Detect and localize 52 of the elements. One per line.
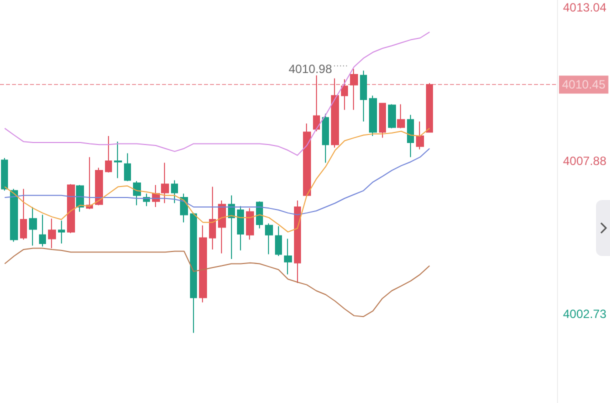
line-series [4,128,430,232]
candlestick [228,194,235,260]
candlestick [124,152,131,182]
candlestick [256,200,263,229]
candlestick [95,167,103,206]
line-series [4,148,430,216]
candlestick [161,162,169,204]
candlestick [369,95,377,137]
candlestick [133,180,141,206]
candlestick [190,213,197,334]
candlestick [58,220,65,244]
candlestick [39,214,46,247]
candlestick [209,186,216,250]
candlestick [265,222,273,255]
candlestick [20,188,27,240]
line-series [4,32,430,156]
candlestick [322,113,329,164]
annotation: 4010.98 [288,62,332,76]
candlestick [237,206,244,251]
candlestick [416,120,424,150]
ref-line-label: 4010.45 [562,78,606,92]
candlestick [341,78,348,110]
candlestick [397,104,405,129]
candlestick [1,157,8,192]
candlestick [331,78,339,148]
candlestick [10,188,18,242]
candlestick [379,102,386,138]
candlestick [29,206,37,246]
candlestick [313,74,320,132]
line-series [4,248,430,318]
y-tick-label: 4013.04 [563,0,607,15]
candlestick [360,70,367,122]
candlestick [407,114,414,158]
candlestick [105,136,112,174]
candlestick [67,184,75,234]
candlestick [303,123,311,198]
candlestick [114,141,122,179]
candlestick [199,224,207,303]
y-tick-label: 4002.73 [563,306,607,321]
candlestick [426,82,433,133]
candlestick [284,238,292,275]
candlestick [294,200,301,284]
candlestick [275,226,282,256]
candlestick [218,200,226,254]
candlestick [86,156,93,210]
candlestick [246,208,254,240]
y-tick-label: 4007.88 [563,154,607,168]
candlestick [350,68,358,110]
candlestick [171,180,178,204]
candlestick [76,184,84,212]
candlestick [48,218,56,249]
candlestick [388,104,396,129]
